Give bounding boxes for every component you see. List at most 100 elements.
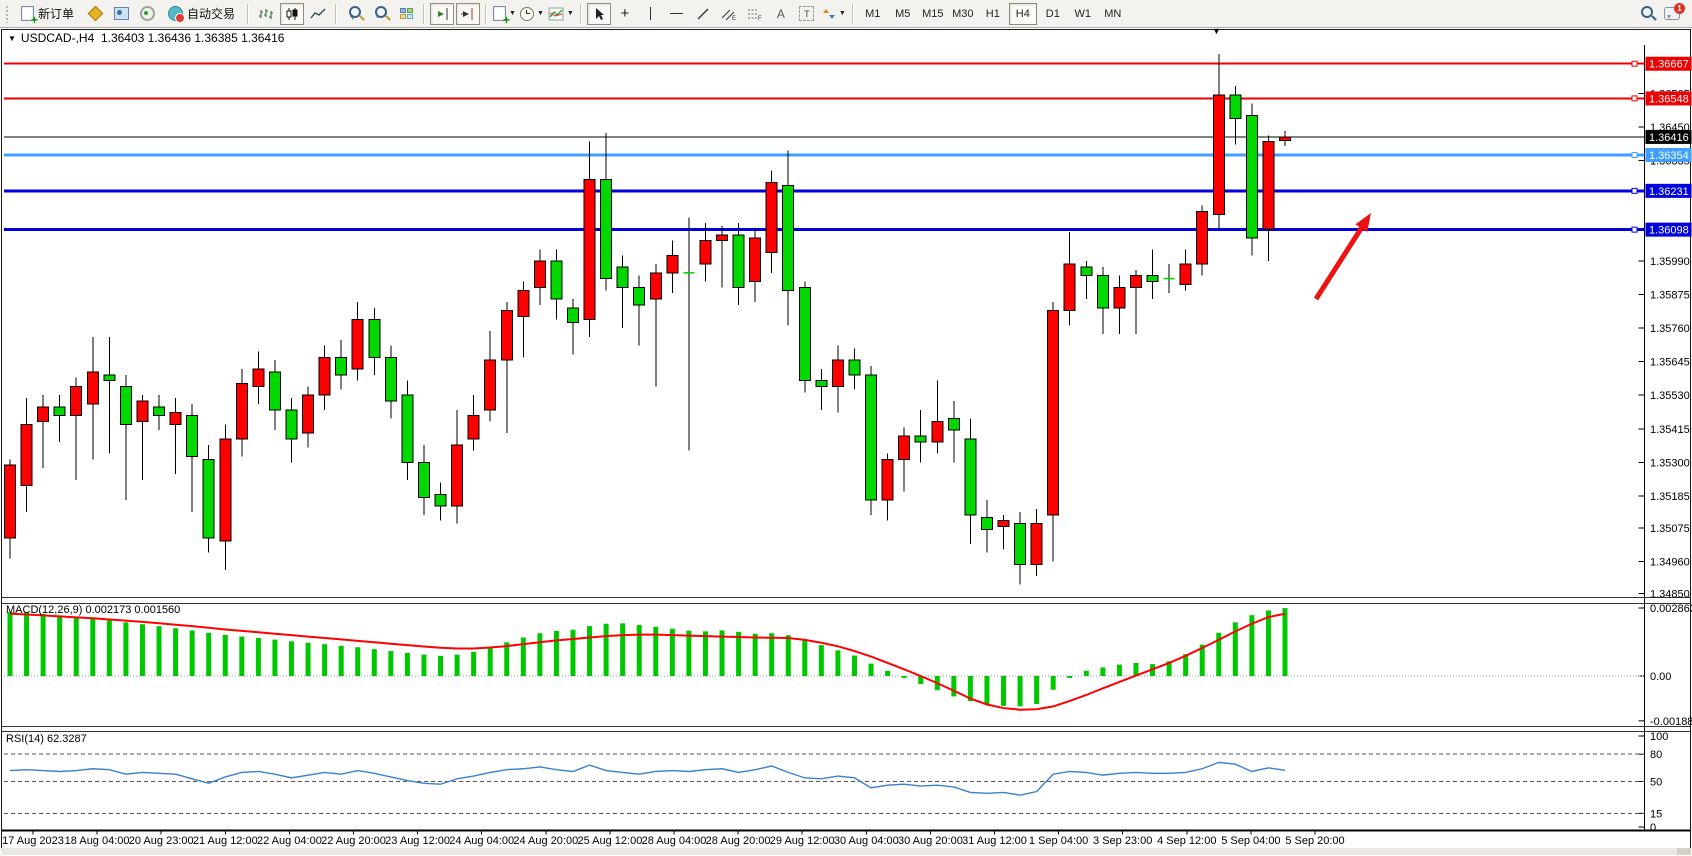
candle bbox=[533, 249, 546, 305]
tf-button-M1[interactable]: M1 bbox=[865, 7, 881, 20]
vertical-line-icon bbox=[650, 7, 652, 20]
new-order-icon bbox=[21, 6, 38, 26]
date-label: 4 Sep 12:00 bbox=[1157, 835, 1216, 847]
toolbar-separator bbox=[579, 3, 582, 24]
notifications-button[interactable]: 1 bbox=[1660, 3, 1685, 25]
candle bbox=[649, 264, 662, 387]
level-line-1.36354[interactable] bbox=[4, 151, 1645, 158]
cursor-icon bbox=[595, 7, 604, 20]
market-watch-button[interactable] bbox=[83, 3, 107, 25]
date-label: 30 Aug 04:00 bbox=[834, 835, 899, 847]
level-lines[interactable] bbox=[4, 60, 1645, 233]
tile-windows-button[interactable] bbox=[394, 3, 418, 25]
fibonacci-tool-button[interactable]: F bbox=[743, 3, 767, 25]
arrows-icon bbox=[822, 8, 835, 19]
timeframe-bar: M1 M5 M15 M30 H1 H4 D1 W1 MN bbox=[858, 2, 1128, 25]
tf-button-MN[interactable]: MN bbox=[1104, 7, 1122, 20]
date-label: 23 Aug 12:00 bbox=[385, 835, 450, 847]
date-label: 24 Aug 04:00 bbox=[449, 835, 514, 847]
candle bbox=[169, 398, 182, 474]
tf-button-M30[interactable]: M30 bbox=[952, 7, 974, 20]
macd-histogram bbox=[7, 608, 1288, 707]
level-line-1.36548[interactable] bbox=[4, 95, 1645, 102]
candle bbox=[285, 398, 298, 463]
tf-button-M15[interactable]: M15 bbox=[922, 7, 944, 20]
resize-corner[interactable] bbox=[1677, 848, 1691, 855]
new-chart-button[interactable]: ▼ bbox=[492, 3, 517, 26]
candlestick-chart-button[interactable] bbox=[280, 2, 305, 25]
price-tick: 1.35530 bbox=[1650, 390, 1690, 402]
symbol-dropdown-icon[interactable]: ▼ bbox=[8, 34, 16, 43]
zoom-in-icon bbox=[349, 5, 362, 18]
candle bbox=[732, 223, 745, 305]
macd-tick: -0.001889 bbox=[1650, 716, 1692, 728]
vertical-line-tool-button[interactable] bbox=[639, 3, 663, 25]
cursor-tool-button[interactable] bbox=[586, 2, 611, 25]
tf-button-D1[interactable]: D1 bbox=[1045, 7, 1060, 20]
chart-shift-marker[interactable]: ▼ bbox=[1212, 26, 1221, 36]
price-badge: 1.36098 bbox=[1645, 222, 1692, 237]
autotrading-button[interactable]: 自动交易 bbox=[161, 3, 242, 25]
tf-button-W1[interactable]: W1 bbox=[1074, 7, 1092, 20]
tf-button-H4[interactable]: H4 bbox=[1008, 2, 1037, 25]
search-button[interactable] bbox=[1634, 3, 1658, 25]
level-line-1.36231[interactable] bbox=[4, 187, 1645, 194]
candle bbox=[86, 336, 99, 460]
candle bbox=[252, 351, 265, 404]
text-icon: A bbox=[776, 6, 785, 21]
navigator-button[interactable] bbox=[109, 3, 133, 25]
chart-title: ▼ USDCAD-,H4 1.36403 1.36436 1.36385 1.36… bbox=[8, 31, 284, 45]
candle bbox=[1196, 205, 1209, 276]
candle bbox=[815, 368, 828, 410]
toolbar-grip bbox=[5, 4, 10, 23]
candle bbox=[467, 395, 480, 451]
auto-scroll-button[interactable] bbox=[430, 2, 455, 25]
arrow-object[interactable] bbox=[1313, 213, 1371, 301]
candle bbox=[351, 301, 364, 381]
text-label-tool-button[interactable]: T bbox=[795, 3, 819, 25]
navigator-icon bbox=[113, 7, 129, 20]
line-chart-button[interactable] bbox=[306, 3, 330, 25]
zoom-in-button[interactable]: + bbox=[342, 3, 366, 25]
candle bbox=[53, 395, 66, 442]
new-order-button[interactable]: 新订单 bbox=[14, 3, 81, 26]
chart-frame bbox=[0, 28, 1692, 856]
candle bbox=[1129, 269, 1142, 335]
tf-button-M5[interactable]: M5 bbox=[895, 7, 911, 20]
candle bbox=[1262, 135, 1275, 262]
svg-text:1.36098: 1.36098 bbox=[1649, 225, 1689, 237]
date-label: 3 Sep 23:00 bbox=[1093, 835, 1152, 847]
candle bbox=[1047, 301, 1060, 562]
level-line-1.36098[interactable] bbox=[4, 226, 1645, 233]
candle bbox=[1063, 231, 1076, 326]
new-order-label: 新订单 bbox=[38, 7, 75, 21]
trendline-tool-button[interactable] bbox=[691, 3, 715, 25]
text-tool-button[interactable]: A bbox=[769, 3, 793, 25]
periods-button[interactable]: ▼ bbox=[519, 3, 545, 25]
channel-tool-button[interactable]: E bbox=[717, 3, 741, 25]
candle bbox=[136, 395, 149, 480]
date-label: 29 Aug 12:00 bbox=[770, 835, 835, 847]
candle bbox=[931, 380, 944, 454]
candle bbox=[666, 240, 679, 294]
tf-button-H1[interactable]: H1 bbox=[985, 7, 1000, 20]
arrows-tool-button[interactable]: ▼ bbox=[821, 3, 847, 25]
date-label: 22 Aug 20:00 bbox=[321, 835, 386, 847]
candle bbox=[202, 444, 215, 553]
level-line-1.36667[interactable] bbox=[4, 60, 1645, 67]
svg-text:1.36416: 1.36416 bbox=[1649, 132, 1689, 144]
signals-button[interactable] bbox=[135, 3, 159, 25]
date-label: 28 Aug 20:00 bbox=[706, 835, 771, 847]
bar-chart-button[interactable] bbox=[254, 3, 278, 25]
price-tick: 1.35990 bbox=[1650, 256, 1690, 268]
zoom-out-button[interactable]: − bbox=[368, 3, 392, 25]
crosshair-tool-button[interactable]: + bbox=[613, 3, 637, 25]
chart-shift-button[interactable] bbox=[456, 2, 481, 25]
candle bbox=[451, 409, 464, 524]
candle bbox=[765, 170, 778, 273]
horizontal-line-tool-button[interactable] bbox=[665, 3, 689, 25]
indicators-button[interactable]: ▼ bbox=[547, 3, 575, 25]
indicators-icon bbox=[548, 7, 564, 20]
svg-text:1.36548: 1.36548 bbox=[1649, 93, 1689, 105]
